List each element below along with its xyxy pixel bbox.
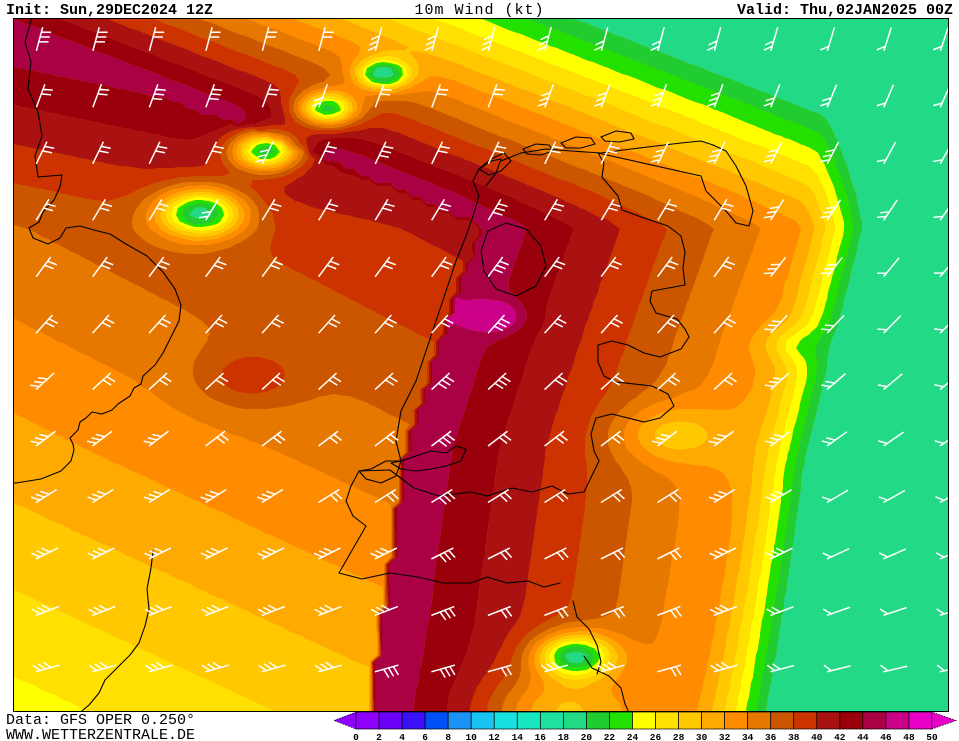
svg-text:44: 44 — [857, 732, 869, 741]
svg-text:30: 30 — [696, 732, 708, 741]
svg-text:24: 24 — [627, 732, 639, 741]
svg-text:32: 32 — [719, 732, 731, 741]
svg-text:46: 46 — [880, 732, 892, 741]
svg-text:18: 18 — [558, 732, 570, 741]
svg-text:38: 38 — [788, 732, 800, 741]
svg-text:26: 26 — [650, 732, 662, 741]
svg-text:40: 40 — [811, 732, 823, 741]
svg-text:34: 34 — [742, 732, 754, 741]
svg-text:8: 8 — [445, 732, 451, 741]
svg-text:36: 36 — [765, 732, 777, 741]
svg-text:10: 10 — [465, 732, 477, 741]
svg-text:0: 0 — [353, 732, 359, 741]
svg-text:6: 6 — [422, 732, 428, 741]
svg-text:50: 50 — [926, 732, 938, 741]
svg-text:28: 28 — [673, 732, 685, 741]
svg-text:12: 12 — [488, 732, 500, 741]
svg-text:2: 2 — [376, 732, 382, 741]
svg-text:4: 4 — [399, 732, 405, 741]
svg-text:48: 48 — [903, 732, 915, 741]
svg-text:14: 14 — [512, 732, 524, 741]
svg-text:22: 22 — [604, 732, 616, 741]
svg-text:20: 20 — [581, 732, 593, 741]
svg-text:42: 42 — [834, 732, 846, 741]
svg-text:16: 16 — [535, 732, 547, 741]
